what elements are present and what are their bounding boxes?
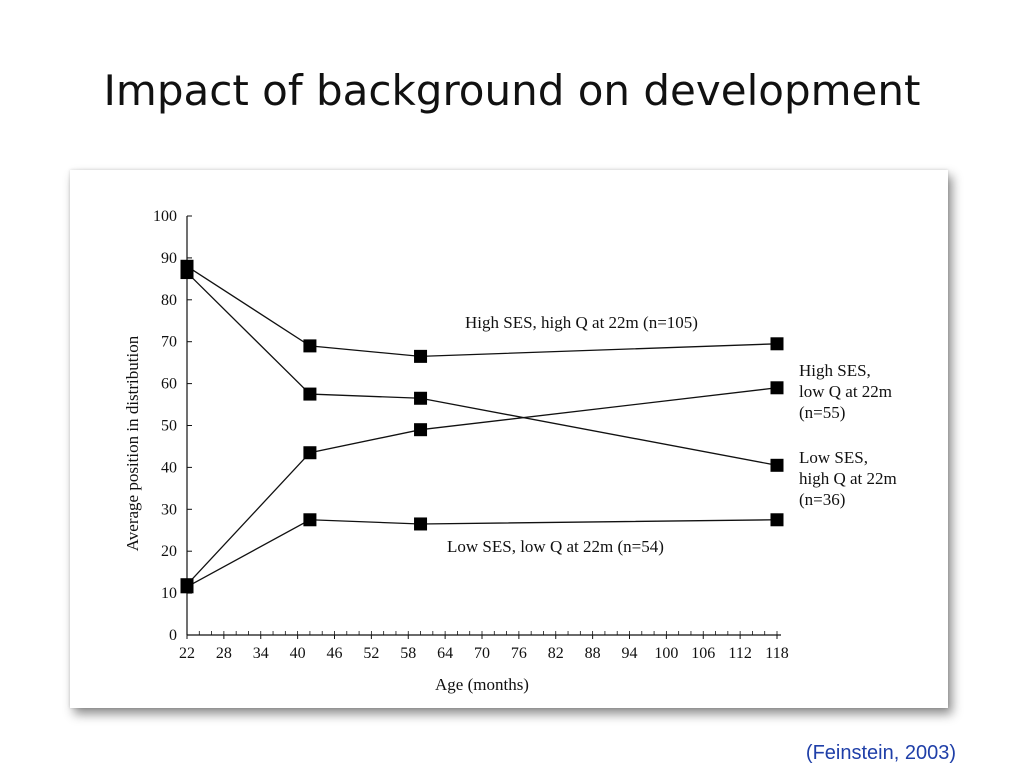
- y-tick-label: 40: [161, 459, 177, 476]
- x-tick-label: 112: [728, 645, 751, 662]
- x-axis-title: Age (months): [435, 675, 529, 694]
- x-tick-label: 70: [474, 645, 490, 662]
- series-annotation-1: High SES, high Q at 22m (n=105): [465, 313, 698, 332]
- y-tick-label: 100: [153, 208, 177, 225]
- x-tick-label: 28: [216, 645, 232, 662]
- series-annotation-2: low Q at 22m: [799, 382, 892, 401]
- y-tick-label: 50: [161, 418, 177, 435]
- x-tick-label: 76: [511, 645, 527, 662]
- citation: (Feinstein, 2003): [805, 742, 956, 764]
- series-2-point: [303, 446, 317, 460]
- series-annotation-3: (n=36): [799, 490, 845, 509]
- series-2-point: [770, 381, 784, 395]
- series-3-point: [770, 458, 784, 472]
- series-1-point: [770, 337, 784, 351]
- series-line-1: [186, 265, 778, 358]
- x-tick-label: 34: [253, 645, 269, 662]
- series-3-point: [180, 266, 194, 280]
- series-1-point: [303, 339, 317, 353]
- series-annotation-2: (n=55): [799, 403, 845, 422]
- x-tick-label: 106: [691, 645, 715, 662]
- x-tick-label: 40: [290, 645, 306, 662]
- x-tick-label: 58: [400, 645, 416, 662]
- x-tick-label: 46: [327, 645, 343, 662]
- series-annotation-3: Low SES,: [799, 448, 868, 467]
- series-4-point: [770, 513, 784, 527]
- y-tick-label: 70: [161, 334, 177, 351]
- series-line-4: [186, 519, 778, 588]
- slide-title: Impact of background on development: [103, 66, 921, 115]
- series-3-point: [414, 391, 428, 405]
- series-4-point: [303, 513, 317, 527]
- y-axis-title: Average position in distribution: [123, 335, 142, 551]
- x-tick-label: 64: [437, 645, 453, 662]
- series-annotation-3: high Q at 22m: [799, 469, 897, 488]
- y-tick-label: 20: [161, 543, 177, 560]
- series-2-point: [414, 423, 428, 437]
- series-annotation-4: Low SES, low Q at 22m (n=54): [447, 537, 664, 556]
- x-tick-label: 100: [654, 645, 678, 662]
- y-tick-label: 30: [161, 501, 177, 518]
- series-4-point: [414, 517, 428, 531]
- y-tick-label: 60: [161, 376, 177, 393]
- x-tick-label: 22: [179, 645, 195, 662]
- x-tick-label: 88: [585, 645, 601, 662]
- y-tick-label: 80: [161, 292, 177, 309]
- x-tick-label: 94: [622, 645, 638, 662]
- series-3-point: [303, 387, 317, 401]
- line-chart: 0 10 20 30 40 50 60 70 80 90 100 22 28 34 40 46 52 58 64 70…: [123, 208, 897, 694]
- series-4-point: [180, 580, 194, 594]
- chart-card: 0 10 20 30 40 50 60 70 80 90 100 22 28 34 40 46 52 58 64 70…: [70, 170, 948, 708]
- series-annotation-2: High SES,: [799, 361, 871, 380]
- x-tick-label: 82: [548, 645, 564, 662]
- series-line-3: [186, 272, 778, 466]
- x-tick-label: 52: [363, 645, 379, 662]
- y-tick-label: 0: [169, 627, 177, 644]
- y-tick-label: 10: [161, 585, 177, 602]
- series-1-point: [414, 349, 428, 363]
- series-line-2: [186, 387, 778, 586]
- x-tick-label: 118: [765, 645, 788, 662]
- y-tick-label: 90: [161, 250, 177, 267]
